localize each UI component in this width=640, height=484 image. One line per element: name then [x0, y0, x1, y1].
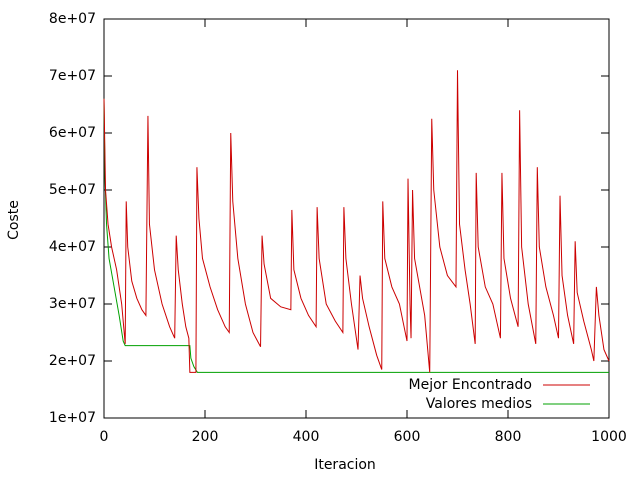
y-tick-label: 8e+07	[49, 11, 96, 27]
y-tick-label: 5e+07	[49, 182, 96, 198]
y-tick-label: 3e+07	[49, 296, 96, 312]
legend-label: Valores medios	[426, 396, 532, 412]
x-tick-label: 1000	[591, 429, 627, 445]
x-tick-label: 800	[495, 429, 522, 445]
x-axis-label: Iteracion	[314, 457, 376, 473]
x-tick-label: 0	[100, 429, 109, 445]
x-tick-label: 400	[293, 429, 320, 445]
y-tick-label: 6e+07	[49, 125, 96, 141]
data-line	[103, 98, 609, 373]
y-tick-label: 4e+07	[49, 239, 96, 255]
y-tick-label: 1e+07	[49, 410, 96, 426]
plot-frame	[103, 18, 610, 419]
x-tick-label: 200	[192, 429, 219, 445]
legend-label: Mejor Encontrado	[409, 377, 532, 393]
x-tick-label: 600	[394, 429, 421, 445]
y-tick-label: 7e+07	[49, 68, 96, 84]
y-tick-label: 2e+07	[49, 353, 96, 369]
data-line	[103, 70, 610, 373]
y-axis-label: Coste	[6, 200, 22, 240]
